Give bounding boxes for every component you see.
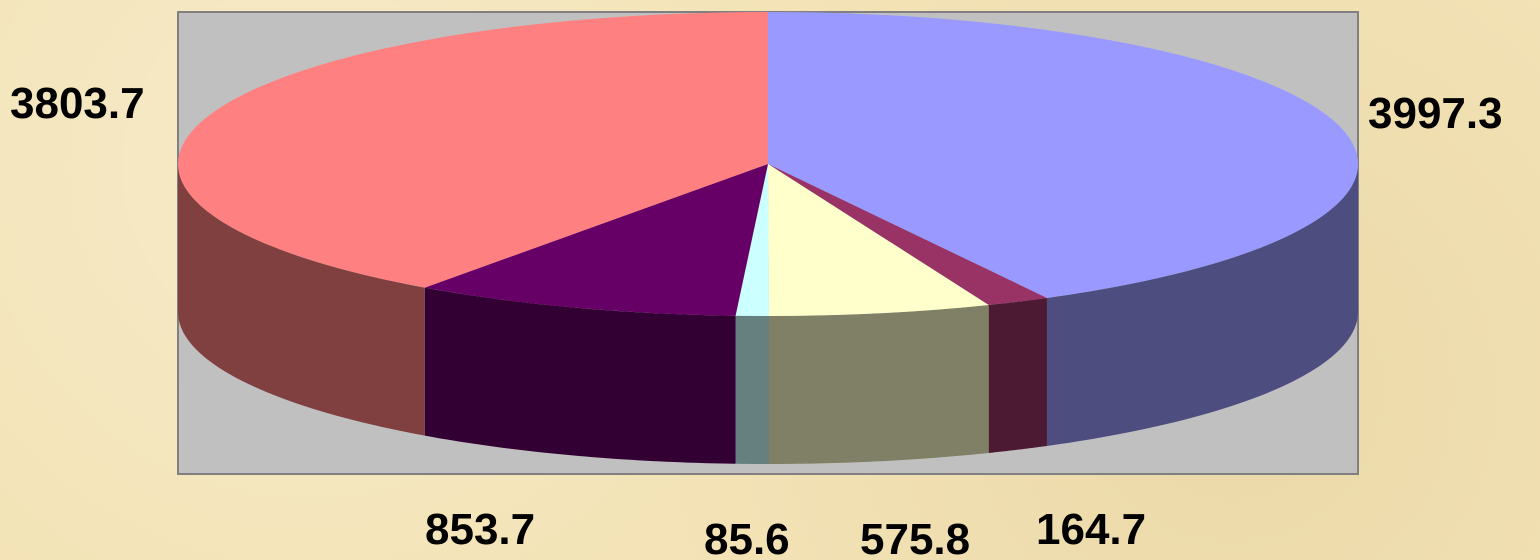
data-label-slice-3: 575.8 bbox=[860, 515, 970, 560]
pie-side-slice-2 bbox=[988, 297, 1047, 453]
pie-side-slice-4 bbox=[735, 315, 770, 464]
pie-slice-2 bbox=[768, 164, 1047, 305]
pie-slice-4 bbox=[735, 164, 770, 317]
pie-tops bbox=[178, 12, 1359, 317]
data-label-slice-4: 85.6 bbox=[704, 515, 790, 560]
pie-side-slice-1 bbox=[1046, 164, 1358, 446]
pie-side-slice-3 bbox=[769, 304, 989, 464]
data-label-slice-2: 164.7 bbox=[1036, 505, 1146, 554]
pie-side-slice-5 bbox=[424, 287, 736, 464]
pie-slice-1 bbox=[768, 12, 1359, 298]
pie-slice-3 bbox=[768, 164, 989, 316]
data-label-slice-5: 853.7 bbox=[425, 505, 535, 554]
pie-sides bbox=[178, 164, 1358, 464]
data-label-slice-1: 3997.3 bbox=[1368, 89, 1503, 138]
pie-slice-5 bbox=[424, 164, 768, 316]
data-label-slice-6: 3803.7 bbox=[10, 79, 145, 128]
pie-slice-6 bbox=[178, 12, 768, 288]
pie-side-slice-6 bbox=[178, 164, 425, 436]
